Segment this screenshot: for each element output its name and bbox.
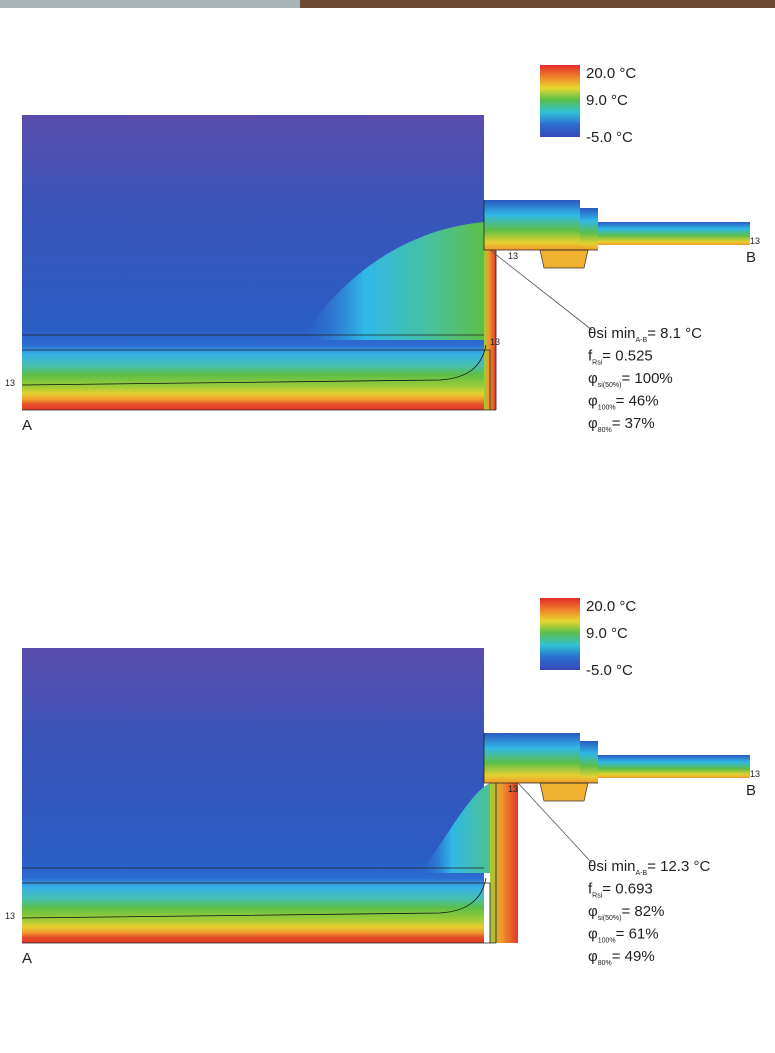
legend-label: -5.0 °C: [586, 129, 633, 146]
result-line: φ100%= 46%: [588, 393, 659, 412]
point-a: A: [22, 950, 32, 967]
isotherm-label: 13: [508, 251, 518, 261]
result-symbol: φ: [588, 948, 598, 965]
result-value: = 49%: [612, 948, 655, 965]
result-symbol: φ: [588, 370, 598, 387]
point-a: A: [22, 417, 32, 434]
isotherm-label: 13: [5, 911, 15, 921]
result-value: = 12.3 °C: [647, 858, 710, 875]
result-line: φsi(50%)= 100%: [588, 370, 673, 389]
legend-bar: [540, 65, 580, 137]
legend-label: 20.0 °C: [586, 65, 636, 82]
result-subscript: A-B: [636, 337, 648, 344]
legend-label: 9.0 °C: [586, 92, 628, 109]
result-value: = 46%: [616, 393, 659, 410]
result-subscript: si(50%): [598, 915, 622, 922]
result-line: fRsi= 0.525: [588, 348, 653, 367]
result-line: φ80%= 49%: [588, 948, 655, 967]
inner-surface: [490, 783, 518, 943]
result-line: φ80%= 37%: [588, 415, 655, 434]
isotherm-label: 13: [750, 769, 760, 779]
result-value: = 82%: [621, 903, 664, 920]
result-value: = 0.525: [602, 348, 652, 365]
result-symbol: φ: [588, 393, 598, 410]
window-frame: [484, 733, 580, 783]
result-value: = 100%: [621, 370, 672, 387]
page: 20.0 °C9.0 °C-5.0 °CAB13131313θsi minA-B…: [0, 0, 775, 1053]
window-pane: [598, 222, 750, 245]
point-b: B: [746, 782, 756, 799]
result-subscript: 80%: [598, 960, 612, 967]
result-symbol: φ: [588, 903, 598, 920]
result-subscript: A-B: [636, 870, 648, 877]
isotherm-label: 13: [508, 784, 518, 794]
result-subscript: Rsi: [592, 893, 603, 900]
result-subscript: 100%: [598, 938, 616, 945]
result-line: fRsi= 0.693: [588, 881, 653, 900]
result-line: φsi(50%)= 82%: [588, 903, 664, 922]
result-value: = 61%: [616, 926, 659, 943]
window-step: [580, 208, 598, 250]
isotherm-label: 13: [490, 337, 500, 347]
window-pane: [598, 755, 750, 778]
result-value: = 37%: [612, 415, 655, 432]
result-subscript: si(50%): [598, 382, 622, 389]
result-subscript: 100%: [598, 405, 616, 412]
result-line: φ100%= 61%: [588, 926, 659, 945]
result-symbol: θsi min: [588, 858, 636, 875]
photo-edge: [0, 0, 300, 8]
window-step: [580, 741, 598, 783]
isotherm-label: 13: [750, 236, 760, 246]
sill-block: [540, 783, 588, 801]
result-symbol: θsi min: [588, 325, 636, 342]
result-subscript: Rsi: [592, 360, 603, 367]
legend-label: -5.0 °C: [586, 662, 633, 679]
point-b: B: [746, 249, 756, 266]
legend-label: 20.0 °C: [586, 598, 636, 615]
wall-section: [22, 648, 484, 943]
result-line: θsi minA-B= 12.3 °C: [588, 858, 710, 877]
result-symbol: φ: [588, 926, 598, 943]
result-value: = 8.1 °C: [647, 325, 702, 342]
window-frame: [484, 200, 580, 250]
legend-label: 9.0 °C: [586, 625, 628, 642]
sill-block: [540, 250, 588, 268]
result-subscript: 80%: [598, 427, 612, 434]
result-value: = 0.693: [602, 881, 652, 898]
isotherm-label: 13: [5, 378, 15, 388]
thermal-panel: 20.0 °C 9.0 °C -5.0 °C A B 13 13 13 13 θsi minA-B…: [5, 65, 760, 434]
legend-bar: [540, 598, 580, 670]
result-line: θsi minA-B= 8.1 °C: [588, 325, 702, 344]
result-symbol: φ: [588, 415, 598, 432]
